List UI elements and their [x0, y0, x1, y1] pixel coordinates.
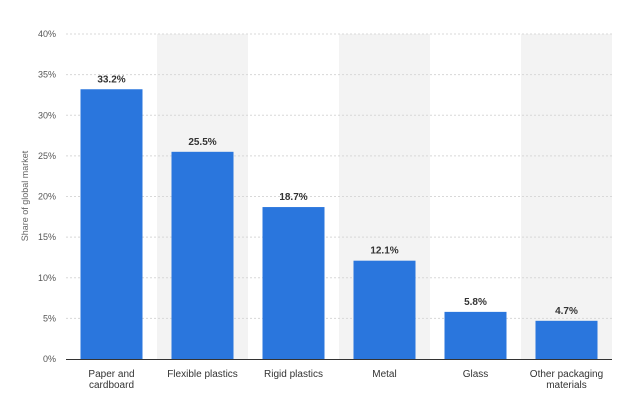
data-label: 25.5%	[188, 137, 216, 148]
data-label: 4.7%	[555, 306, 578, 317]
x-tick-label: Rigid plastics	[264, 369, 323, 380]
gridlines	[66, 33, 612, 319]
data-labels: 33.2% 25.5% 18.7% 12.1% 5.8% 4.7%	[97, 74, 578, 317]
bar	[535, 320, 598, 359]
y-tick-label: 25%	[38, 151, 56, 161]
bar	[80, 89, 143, 359]
y-tick-label: 30%	[38, 110, 56, 120]
x-tick-label: Other packaging materials	[530, 369, 603, 391]
y-tick-label: 20%	[38, 192, 56, 202]
data-label: 33.2%	[97, 74, 125, 85]
y-tick-label: 0%	[43, 354, 56, 364]
bar	[353, 260, 416, 359]
data-label: 5.8%	[464, 297, 487, 308]
x-tick-label: Metal	[372, 369, 396, 380]
x-tick-label: Glass	[463, 369, 489, 380]
x-tick-label: Flexible plastics	[167, 369, 238, 380]
y-tick-label: 5%	[43, 313, 56, 323]
x-tick-labels: Paper and cardboard Flexible plastics Rigid…	[88, 369, 603, 391]
bar	[171, 151, 234, 359]
x-tick-label: Paper and cardboard	[88, 369, 134, 391]
bar	[444, 311, 507, 359]
bars	[80, 89, 598, 359]
y-tick-label: 40%	[38, 29, 56, 39]
y-tick-labels: 0% 5% 10% 15% 20% 25% 30% 35% 40%	[38, 29, 56, 364]
bar	[262, 207, 325, 359]
y-tick-label: 15%	[38, 232, 56, 242]
data-label: 12.1%	[370, 246, 398, 257]
y-tick-label: 35%	[38, 70, 56, 80]
y-tick-label: 10%	[38, 273, 56, 283]
y-axis-label: Share of global market	[20, 150, 30, 241]
data-label: 18.7%	[279, 192, 307, 203]
